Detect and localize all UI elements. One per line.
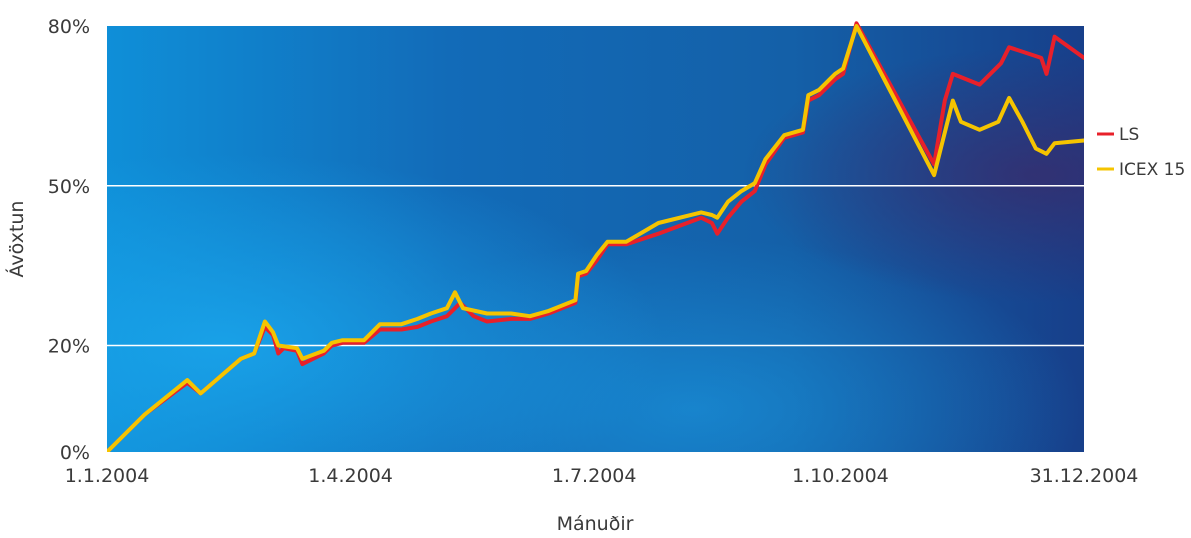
series-line-ls (107, 21, 1084, 452)
legend: LS ICEX 15 (1097, 125, 1185, 180)
x-tick-label: 1.7.2004 (552, 465, 637, 487)
x-tick-label: 1.10.2004 (792, 465, 889, 487)
x-axis-ticks: 1.1.2004 1.4.2004 1.7.2004 1.10.2004 31.12.2… (65, 465, 1139, 487)
x-tick-label: 1.4.2004 (308, 465, 393, 487)
y-tick-label: 80% (48, 16, 90, 38)
gridlines (107, 185, 1084, 347)
y-axis-label: Ávöxtun (5, 201, 28, 278)
series-line-icex-15 (107, 24, 1084, 452)
series-lines (107, 21, 1084, 452)
legend-label: ICEX 15 (1119, 160, 1185, 180)
y-tick-label: 50% (48, 176, 90, 198)
plot-background-shade-right (107, 26, 1084, 452)
x-axis-label: Mánuðir (557, 513, 634, 535)
y-tick-label: 20% (48, 336, 90, 358)
plot-area (107, 26, 1084, 452)
x-tick-label: 31.12.2004 (1030, 465, 1139, 487)
legend-label: LS (1119, 125, 1139, 145)
y-axis-ticks: 0% 20% 50% 80% (48, 16, 90, 464)
x-tick-label: 1.1.2004 (65, 465, 150, 487)
y-tick-label: 0% (60, 442, 90, 464)
